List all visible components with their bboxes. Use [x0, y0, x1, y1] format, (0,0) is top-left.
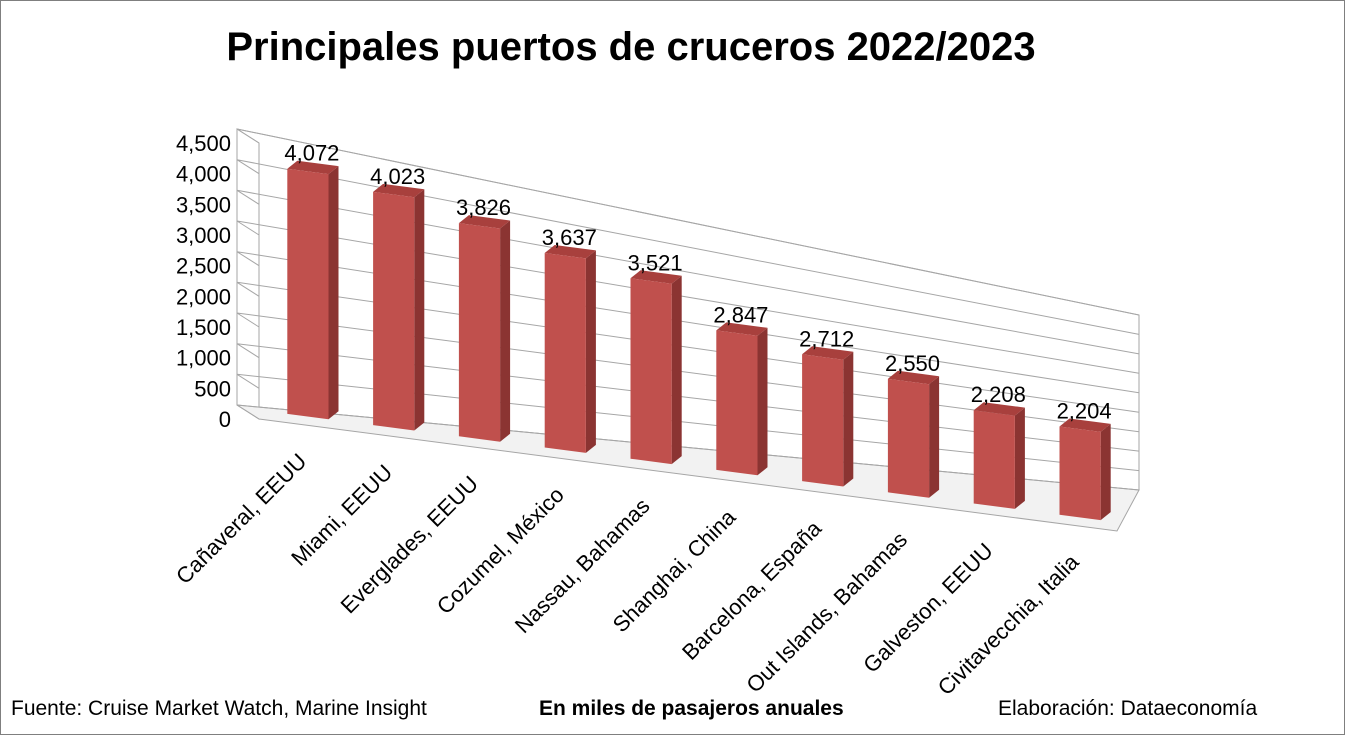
data-label: 4,023	[370, 164, 425, 189]
data-label: 2,204	[1057, 399, 1112, 424]
x-tick-label: Cañaveral, EEUU	[171, 448, 311, 588]
y-axis-ticks: 0 500 1,000 1,500 2,000 2,500 3,000 3,500 4,000 4…	[176, 131, 231, 432]
y-tick-label: 1,500	[176, 315, 231, 340]
data-label: 2,712	[799, 326, 854, 351]
bar	[544, 245, 596, 453]
bar	[716, 322, 768, 476]
y-tick-label: 3,500	[176, 192, 231, 217]
gridline	[236, 251, 1140, 394]
data-label: 3,521	[628, 250, 683, 275]
data-labels: 4,072 4,023 3,826 3,637 3,521 2,847 2,712 2,550…	[284, 141, 1111, 424]
y-tick-label: 1,000	[176, 346, 231, 371]
y-tick-label: 0	[219, 407, 231, 432]
bar	[630, 270, 682, 465]
data-label: 3,637	[542, 225, 597, 250]
gridline	[236, 159, 1140, 335]
bar	[458, 215, 511, 442]
bar	[802, 346, 854, 487]
data-label: 2,550	[885, 351, 940, 376]
data-label: 4,072	[284, 141, 339, 166]
y-tick-label: 4,500	[176, 131, 231, 156]
y-tick-label: 2,000	[176, 284, 231, 309]
units-note: En miles de pasajeros anuales	[539, 697, 844, 720]
data-label: 2,847	[713, 302, 768, 327]
x-tick-label: Out Islands, Bahamas	[741, 527, 912, 698]
y-tick-label: 3,000	[176, 223, 231, 248]
y-tick-label: 500	[194, 376, 231, 401]
bar	[287, 160, 339, 420]
data-label: 3,826	[456, 195, 511, 220]
bar	[1059, 418, 1111, 521]
source-note: Fuente: Cruise Market Watch, Marine Insi…	[11, 697, 427, 720]
chart-title: Principales puertos de cruceros 2022/202…	[226, 25, 1036, 69]
data-label: 2,208	[971, 382, 1026, 407]
bar	[973, 402, 1025, 509]
bars	[287, 160, 1111, 521]
y-tick-label: 2,500	[176, 254, 231, 279]
gridline	[236, 189, 1140, 355]
y-tick-label: 4,000	[176, 162, 231, 187]
x-tick-label: Miami, EEUU	[286, 460, 397, 571]
gridline	[236, 220, 1140, 374]
bar	[373, 183, 425, 431]
bar	[887, 370, 940, 498]
credit-note: Elaboración: Dataeconomía	[998, 697, 1258, 720]
gridline	[236, 128, 1140, 316]
